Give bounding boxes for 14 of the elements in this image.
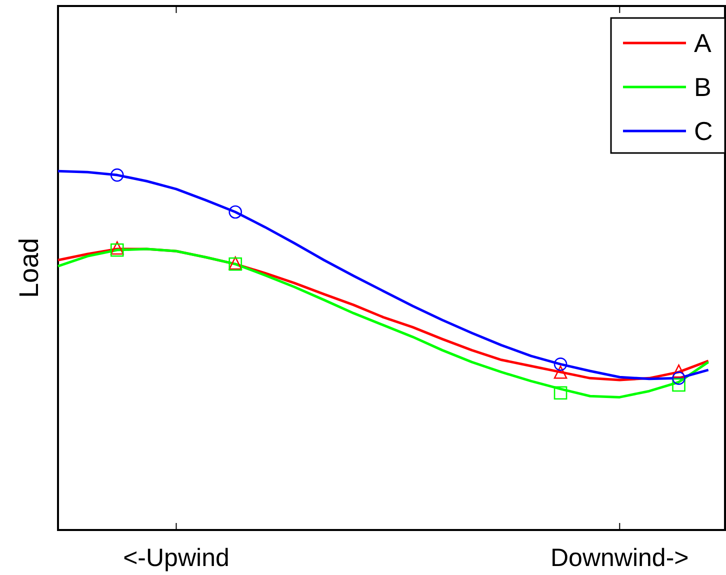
point (110, 168, 124, 182)
point (228, 205, 242, 219)
point (672, 372, 686, 385)
legend-label: C (694, 116, 713, 146)
point (554, 366, 568, 379)
x-tick-label: Downwind-> (550, 544, 689, 572)
point (672, 364, 686, 378)
legend-label: B (694, 72, 712, 102)
point (672, 378, 686, 392)
point (554, 358, 568, 371)
point (554, 386, 568, 400)
x-tick-label: <-Upwind (123, 544, 230, 572)
y-axis-title: Load (14, 238, 44, 298)
legend-label: A (694, 28, 712, 58)
